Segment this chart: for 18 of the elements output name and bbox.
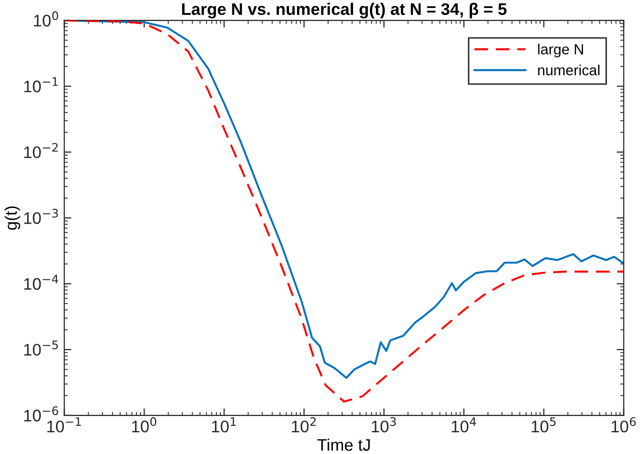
legend-label: numerical	[538, 64, 600, 76]
x-tick-label: 10$^{1}$	[212, 417, 236, 432]
y-axis-title: g(t)	[4, 206, 20, 230]
x-tick-label: 10$^{0}$	[132, 417, 156, 432]
x-tick-label: 10$^{4}$	[452, 417, 476, 432]
y-tick-label: 10$^{−4}$	[24, 274, 58, 290]
x-tick-label: 10$^{3}$	[372, 417, 396, 432]
y-tick-label: 10$^{−3}$	[24, 208, 58, 224]
legend-label: large N	[538, 44, 583, 58]
x-axis-title: Time tJ	[317, 438, 370, 451]
y-tick-label: 10$^{−2}$	[24, 142, 58, 158]
y-tick-label: 10$^{−5}$	[24, 340, 58, 356]
chart-title: Large N vs. numerical g(t) at N = 34, β = 5	[182, 2, 507, 18]
y-tick-label: 10$^{0}$	[34, 11, 58, 27]
x-tick-label: 10$^{6}$	[612, 417, 636, 432]
x-tick-label: 10$^{5}$	[532, 417, 556, 432]
y-tick-label: 10$^{−1}$	[24, 77, 58, 92]
x-tick-label: 10$^{2}$	[292, 417, 316, 432]
